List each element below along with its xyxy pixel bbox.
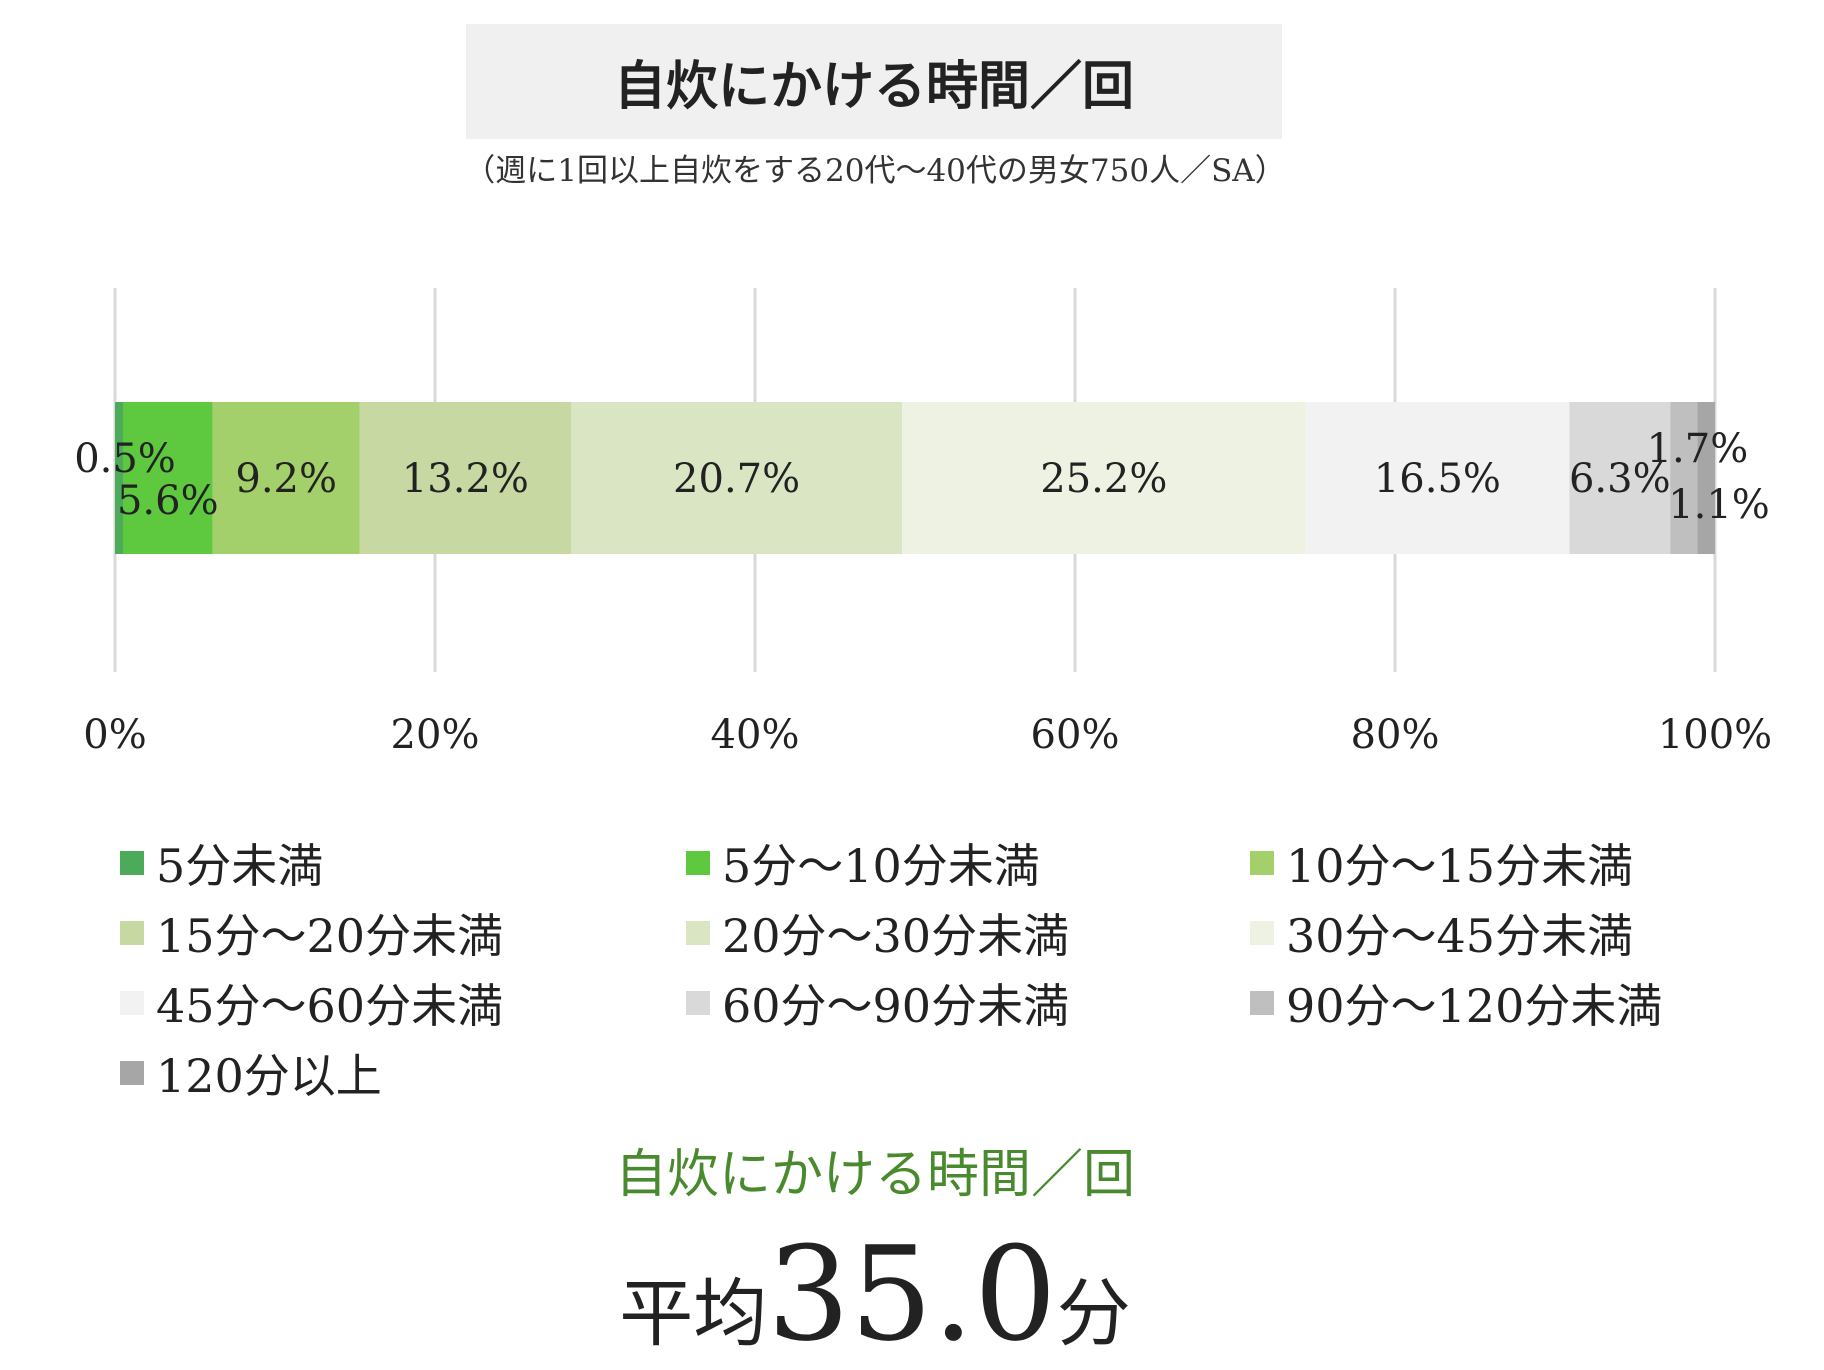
data-label: 25.2% xyxy=(1040,456,1167,502)
x-tick-label: 0% xyxy=(83,712,146,758)
x-tick-label: 40% xyxy=(711,712,800,758)
legend-swatch xyxy=(120,991,144,1015)
average-prefix: 平均 xyxy=(619,1271,768,1357)
x-tick-label: 60% xyxy=(1031,712,1120,758)
data-label: 16.5% xyxy=(1374,456,1501,502)
legend-swatch xyxy=(686,921,710,945)
legend-label: 5分未満 xyxy=(156,839,324,893)
bar-segment xyxy=(1305,402,1570,554)
legend-swatch xyxy=(686,851,710,875)
legend-item: 30分～45分未満 xyxy=(1250,900,1633,966)
data-label: 9.2% xyxy=(235,456,337,502)
data-label: 13.2% xyxy=(402,456,529,502)
bar-segment xyxy=(571,402,903,554)
legend-swatch xyxy=(1250,921,1274,945)
legend-item: 5分～10分未満 xyxy=(686,830,1040,896)
legend-label: 5分～10分未満 xyxy=(722,839,1040,893)
legend-item: 5分未満 xyxy=(120,830,323,896)
bar-segment xyxy=(212,402,360,554)
legend-label: 10分～15分未満 xyxy=(1286,839,1634,893)
bar-segment xyxy=(123,402,213,554)
bar-segment xyxy=(902,402,1306,554)
legend-item: 120分以上 xyxy=(120,1040,382,1106)
data-label: 6.3% xyxy=(1569,456,1671,502)
legend-item: 15分～20分未満 xyxy=(120,900,503,966)
x-tick-label: 100% xyxy=(1658,712,1772,758)
legend-swatch xyxy=(1250,991,1274,1015)
chart-title-box: 自炊にかける時間／回 xyxy=(466,24,1282,139)
bar-segment xyxy=(359,402,571,554)
legend-label: 20分～30分未満 xyxy=(722,909,1070,963)
data-label: 1.1% xyxy=(1668,482,1770,528)
legend-swatch xyxy=(686,991,710,1015)
legend-label: 15分～20分未満 xyxy=(156,909,504,963)
legend-label: 45分～60分未満 xyxy=(156,979,504,1033)
legend-swatch xyxy=(1250,851,1274,875)
legend-swatch xyxy=(120,921,144,945)
bar-segment xyxy=(1569,402,1671,554)
legend-item: 90分～120分未満 xyxy=(1250,970,1662,1036)
legend-label: 60分～90分未満 xyxy=(722,979,1070,1033)
chart-title: 自炊にかける時間／回 xyxy=(613,57,1134,117)
average-unit: 分 xyxy=(1056,1271,1131,1357)
data-label: 5.6% xyxy=(117,478,219,524)
legend-item: 45分～60分未満 xyxy=(120,970,503,1036)
average-label: 自炊にかける時間／回 xyxy=(614,1145,1135,1205)
stacked-bar-chart: 0% 20% 40% 60% 80% 100% 0.5%5.6% 9.2% 13.2% 20.7%… xyxy=(74,288,1772,758)
bar-segment xyxy=(1697,402,1715,554)
legend-label: 120分以上 xyxy=(156,1049,382,1103)
data-label: 0.5% xyxy=(74,436,176,482)
data-label: 20.7% xyxy=(673,456,800,502)
legend-item: 20分～30分未満 xyxy=(686,900,1069,966)
x-tick-label: 20% xyxy=(391,712,480,758)
x-tick-label: 80% xyxy=(1351,712,1440,758)
legend-label: 90分～120分未満 xyxy=(1286,979,1663,1033)
legend-swatch xyxy=(120,1061,144,1085)
legend-item: 10分～15分未満 xyxy=(1250,830,1633,896)
chart-subtitle: （週に1回以上自炊をする20代～40代の男女750人／SA） xyxy=(464,153,1286,189)
average-value: 平均35.0分 xyxy=(0,1218,1750,1370)
bar-segment xyxy=(1670,402,1698,554)
bar-segment xyxy=(115,402,123,554)
data-label: 1.7% xyxy=(1647,426,1749,472)
legend-label: 30分～45分未満 xyxy=(1286,909,1634,963)
legend-swatch xyxy=(120,851,144,875)
average-number: 35.0 xyxy=(767,1218,1057,1370)
legend-item: 60分～90分未満 xyxy=(686,970,1069,1036)
